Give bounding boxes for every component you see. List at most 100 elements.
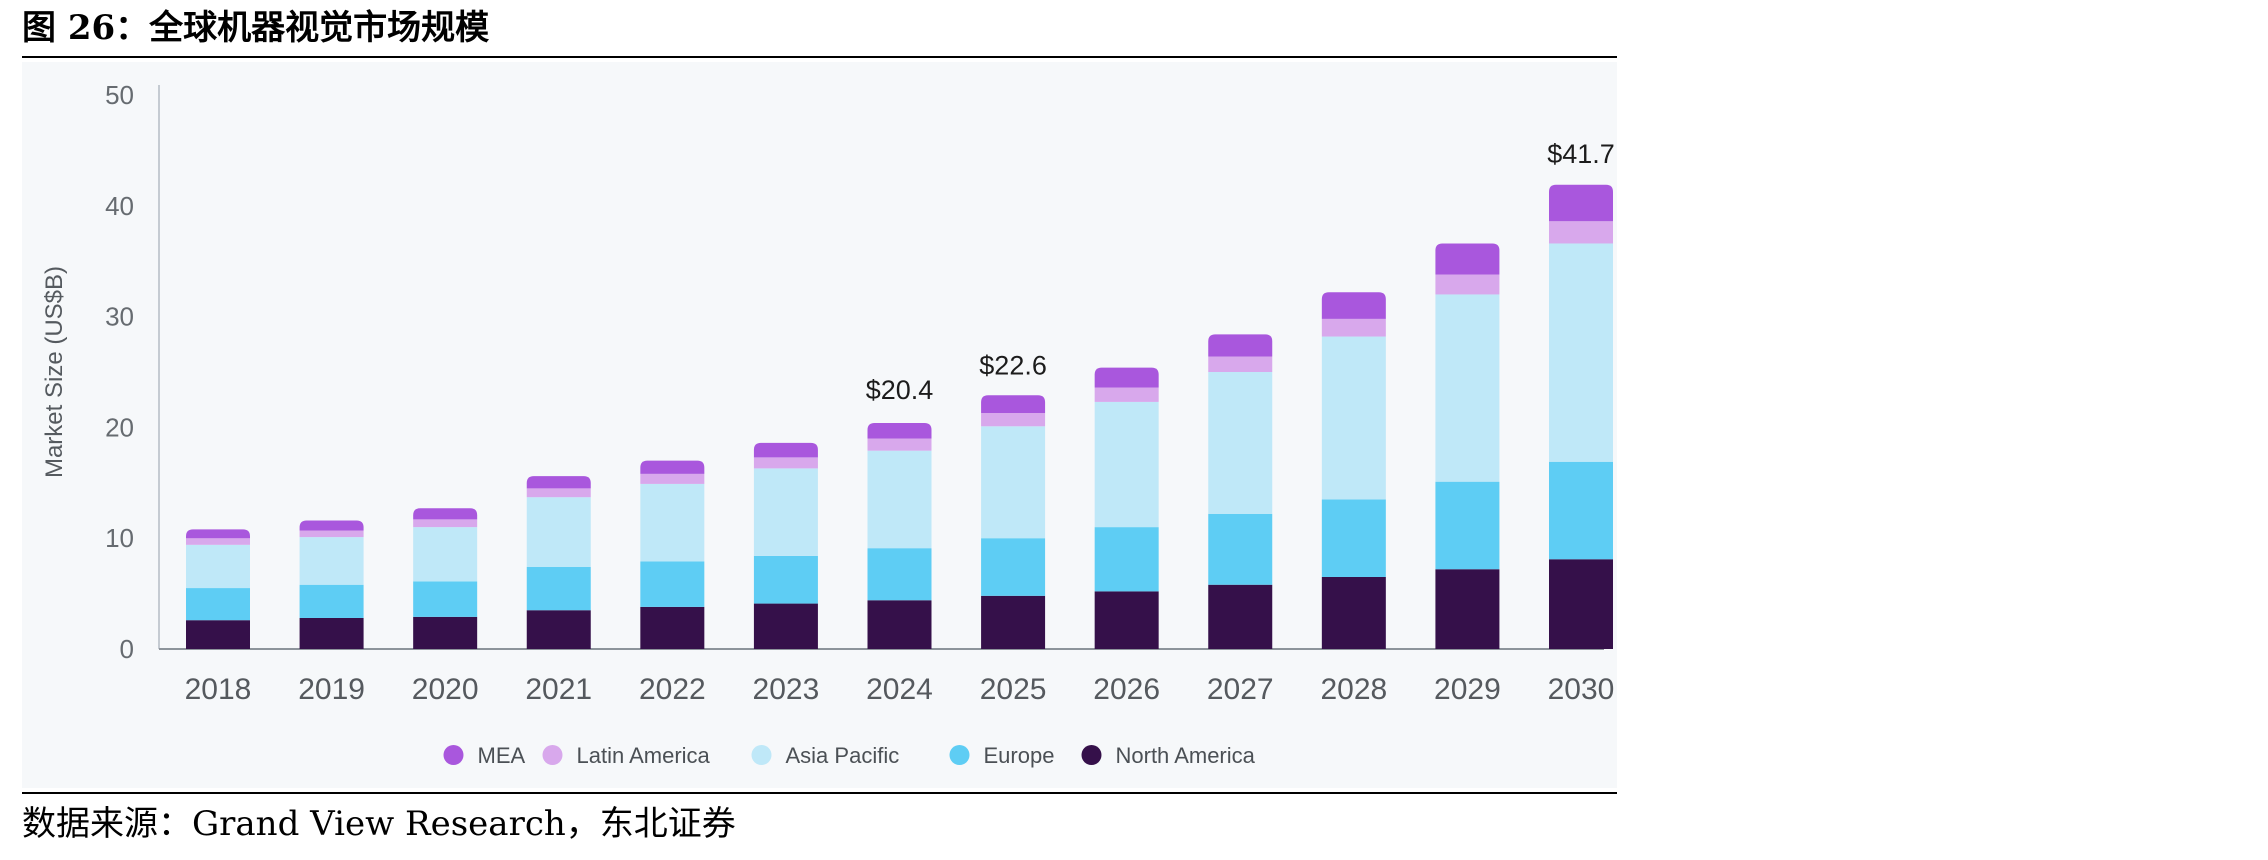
bar-segment-asia-pacific <box>867 450 932 549</box>
x-tick-label: 2019 <box>298 673 365 706</box>
legend-marker-mea <box>443 745 464 765</box>
bar-segment-latin-america <box>1208 356 1273 372</box>
bar-segment-north-america <box>186 620 250 649</box>
bar-segment-asia-pacific <box>186 544 250 589</box>
bar-segment-latin-america <box>186 538 250 545</box>
bar-segment-europe <box>299 584 364 618</box>
bar-segment-latin-america <box>867 438 932 451</box>
bar-segment-latin-america <box>1321 318 1386 337</box>
bar-segment-latin-america <box>981 412 1046 427</box>
x-tick-label: 2029 <box>1434 673 1501 706</box>
x-tick-label: 2030 <box>1548 673 1615 706</box>
y-tick-label: 0 <box>120 634 134 664</box>
bar-segment-asia-pacific <box>299 537 364 585</box>
legend-label: Europe <box>984 743 1055 768</box>
x-tick-label: 2018 <box>185 673 252 706</box>
title-rule <box>22 56 1617 58</box>
bar-segment-mea <box>1321 292 1386 319</box>
total-annotation: $22.6 <box>979 351 1047 381</box>
bar-segment-asia-pacific <box>1549 243 1613 462</box>
bar-segment-latin-america <box>640 473 705 484</box>
bar-segment-latin-america <box>299 530 364 538</box>
bar-segment-europe <box>867 548 932 601</box>
bar-segment-mea <box>299 520 364 531</box>
y-tick-label: 20 <box>105 412 134 442</box>
bar-segment-europe <box>753 555 818 604</box>
bar-segment-europe <box>1321 499 1386 577</box>
x-tick-label: 2028 <box>1320 673 1387 706</box>
y-tick-label: 50 <box>105 80 134 110</box>
total-annotation: $41.7 <box>1547 139 1615 169</box>
x-tick-label: 2025 <box>980 673 1047 706</box>
y-axis-label: Market Size (US$B) <box>41 266 68 478</box>
bar-segment-mea <box>413 508 478 520</box>
bar-segment-mea <box>1435 243 1500 275</box>
bar-segment-mea <box>1208 334 1273 357</box>
bar-segment-latin-america <box>1435 274 1500 295</box>
bar-segment-asia-pacific <box>1435 294 1500 482</box>
x-tick-label: 2027 <box>1207 673 1274 706</box>
bar-segment-asia-pacific <box>1208 372 1273 514</box>
bar-segment-mea <box>981 395 1046 413</box>
bar-segment-mea <box>640 460 705 474</box>
legend-marker-asia-pacific <box>751 745 772 765</box>
bar-segment-north-america <box>299 617 364 649</box>
legend-label: MEA <box>478 743 526 768</box>
bar-segment-europe <box>1435 481 1500 570</box>
legend-marker-north-america <box>1081 745 1102 765</box>
bar-segment-latin-america <box>1549 221 1613 244</box>
bar-segment-north-america <box>1435 569 1500 649</box>
legend-marker-latin-america <box>542 745 563 765</box>
x-tick-label: 2023 <box>753 673 820 706</box>
bar-segment-north-america <box>413 616 478 649</box>
bar-segment-europe <box>640 561 705 607</box>
y-tick-label: 40 <box>105 191 134 221</box>
bar-segment-north-america <box>1549 559 1613 649</box>
legend-label: North America <box>1116 743 1256 768</box>
x-tick-label: 2026 <box>1093 673 1160 706</box>
bar-segment-mea <box>867 422 932 439</box>
bar-segment-asia-pacific <box>640 483 705 562</box>
x-tick-label: 2021 <box>525 673 592 706</box>
bar-segment-north-america <box>1208 584 1273 649</box>
bar-segment-north-america <box>640 606 705 649</box>
y-tick-label: 30 <box>105 302 134 332</box>
bar-segment-europe <box>413 581 478 617</box>
figure-title: 图 26：全球机器视觉市场规模 <box>22 8 490 48</box>
x-tick-label: 2020 <box>412 673 479 706</box>
bar-segment-mea <box>1094 367 1159 388</box>
bar-segment-north-america <box>1094 591 1159 649</box>
total-annotation: $20.4 <box>866 375 934 405</box>
bar-segment-mea <box>753 442 818 458</box>
x-tick-label: 2024 <box>866 673 933 706</box>
bar-segment-north-america <box>753 603 818 649</box>
legend-marker-europe <box>949 745 970 765</box>
bar-segment-mea <box>526 476 591 489</box>
chart-panel: 0 10 20 30 40 50 Market Size (US$B) 2018 2019 202… <box>22 62 1617 788</box>
bar-segment-latin-america <box>1094 387 1159 402</box>
bar-segment-asia-pacific <box>1094 401 1159 528</box>
bar-segment-asia-pacific <box>753 468 818 556</box>
source-rule <box>22 792 1617 794</box>
bar-segment-north-america <box>526 610 591 649</box>
bar-segment-latin-america <box>753 457 818 469</box>
bar-segment-europe <box>1094 527 1159 592</box>
legend-label: Asia Pacific <box>786 743 900 768</box>
y-tick-label: 10 <box>105 523 134 553</box>
bar-segment-asia-pacific <box>1321 336 1386 500</box>
x-tick-label: 2022 <box>639 673 706 706</box>
bar-segment-latin-america <box>526 488 591 498</box>
source-note: 数据来源：Grand View Research，东北证券 <box>22 804 736 844</box>
bar-segment-north-america <box>1321 576 1386 649</box>
bar-segment-asia-pacific <box>526 497 591 568</box>
bar-segment-europe <box>1208 513 1273 585</box>
bar-segment-north-america <box>867 600 932 649</box>
bar-segment-latin-america <box>413 519 478 528</box>
bar-segment-europe <box>1549 461 1613 560</box>
bar-segment-mea <box>186 529 250 539</box>
bar-segment-asia-pacific <box>413 527 478 582</box>
bar-segment-europe <box>981 538 1046 596</box>
bar-segment-europe <box>186 588 250 621</box>
legend-label: Latin America <box>577 743 711 768</box>
